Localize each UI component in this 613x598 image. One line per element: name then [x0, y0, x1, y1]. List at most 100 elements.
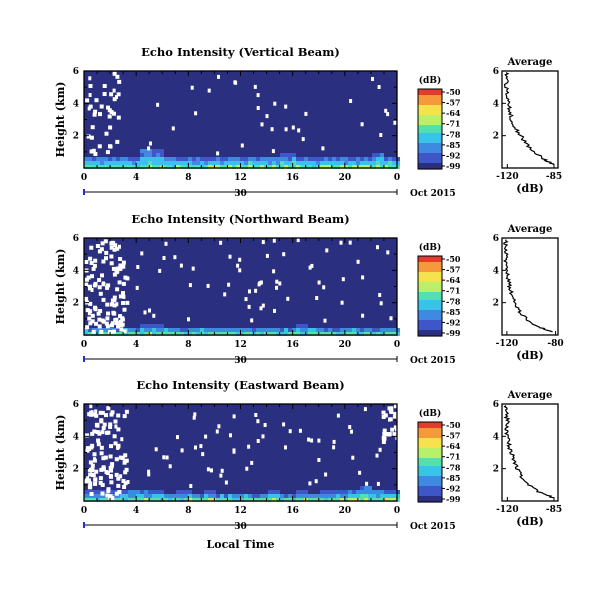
data-gap	[259, 280, 263, 285]
echo-cell	[304, 157, 308, 161]
echo-cell	[248, 498, 252, 502]
echo-cell	[208, 161, 212, 165]
echo-cell	[328, 498, 332, 502]
echo-cell	[128, 161, 132, 165]
echo-cell	[308, 494, 312, 498]
echo-cell	[228, 494, 232, 498]
echo-cell	[300, 490, 304, 494]
avg-y-tick-label: 6	[493, 234, 499, 244]
echo-cell	[348, 165, 352, 169]
echo-cell	[384, 157, 388, 161]
echo-cell	[368, 165, 372, 169]
data-gap	[122, 329, 127, 334]
data-gap	[284, 127, 288, 132]
echo-cell	[272, 490, 276, 494]
data-gap	[392, 414, 397, 419]
data-gap	[93, 307, 98, 312]
echo-cell	[348, 490, 352, 494]
echo-cell	[300, 328, 304, 332]
echo-cell	[140, 165, 144, 169]
echo-cell	[248, 157, 252, 161]
data-gap	[113, 243, 118, 248]
echo-cell	[140, 324, 144, 328]
data-gap	[244, 297, 248, 302]
echo-cell	[128, 328, 132, 332]
colorbar-cell	[418, 125, 442, 128]
y-tick-label: 4	[73, 266, 79, 276]
echo-cell	[360, 486, 364, 490]
x-tick-label: 0	[81, 506, 87, 516]
data-gap	[104, 470, 109, 474]
data-gap	[94, 409, 98, 414]
echo-cell	[396, 165, 400, 169]
echo-cell	[184, 498, 188, 502]
data-gap	[256, 106, 260, 110]
data-gap	[101, 282, 106, 287]
data-gap	[387, 406, 392, 411]
x-tick-label: 16	[286, 506, 299, 516]
data-gap	[120, 316, 125, 321]
x-tick-label: 0	[81, 173, 87, 183]
colorbar-cell	[418, 93, 442, 96]
colorbar-cell	[418, 296, 442, 299]
echo-cell	[184, 165, 188, 169]
echo-cell	[164, 494, 168, 498]
echo-cell	[148, 332, 152, 336]
data-gap	[105, 302, 110, 307]
colorbar-cell	[418, 498, 442, 501]
echo-cell	[164, 157, 168, 161]
echo-cell	[360, 161, 364, 165]
data-gap	[98, 410, 102, 415]
echo-cell	[360, 328, 364, 332]
x-tick-label: 20	[339, 173, 352, 183]
echo-cell	[180, 494, 184, 498]
colorbar-cell	[418, 310, 442, 313]
avg-x-tick-label: -120	[496, 172, 519, 182]
echo-cell	[88, 157, 92, 161]
data-gap	[88, 284, 92, 289]
data-gap	[97, 324, 102, 329]
echo-cell	[344, 490, 348, 494]
echo-cell	[84, 498, 88, 502]
colorbar-cell	[418, 488, 442, 491]
data-gap	[96, 438, 101, 443]
echo-cell	[336, 332, 340, 336]
panel-title: Echo Intensity (Eastward Beam)	[136, 378, 344, 392]
data-gap	[118, 455, 123, 460]
data-gap	[108, 425, 113, 429]
colorbar-tick-label: -64	[446, 275, 461, 285]
data-gap	[257, 282, 261, 287]
colorbar-tick-label: -92	[446, 150, 460, 160]
echo-cell	[92, 498, 96, 502]
colorbar-cell	[418, 328, 442, 331]
data-gap	[253, 84, 257, 89]
echo-cell	[196, 165, 200, 169]
data-gap	[393, 404, 398, 409]
data-gap	[140, 251, 144, 256]
echo-cell	[244, 161, 248, 165]
data-gap	[387, 432, 392, 437]
echo-cell	[380, 157, 384, 161]
data-gap	[194, 445, 197, 450]
data-gap	[110, 321, 115, 326]
echo-cell	[320, 328, 324, 332]
data-gap	[341, 277, 345, 282]
echo-cell	[176, 332, 180, 336]
echo-cell	[88, 328, 92, 332]
echo-cell	[288, 161, 292, 165]
echo-cell	[104, 498, 108, 502]
data-gap	[260, 122, 264, 127]
echo-cell	[320, 157, 324, 161]
echo-cell	[208, 328, 212, 332]
data-gap	[307, 437, 311, 442]
data-gap	[286, 296, 290, 301]
data-gap	[91, 473, 95, 478]
echo-cell	[136, 328, 140, 332]
echo-cell	[304, 494, 308, 498]
data-gap	[261, 240, 265, 245]
data-gap	[115, 266, 120, 271]
echo-cell	[196, 332, 200, 336]
echo-cell	[288, 157, 292, 161]
colorbar-tick-label: -57	[446, 265, 460, 275]
echo-cell	[328, 490, 332, 494]
